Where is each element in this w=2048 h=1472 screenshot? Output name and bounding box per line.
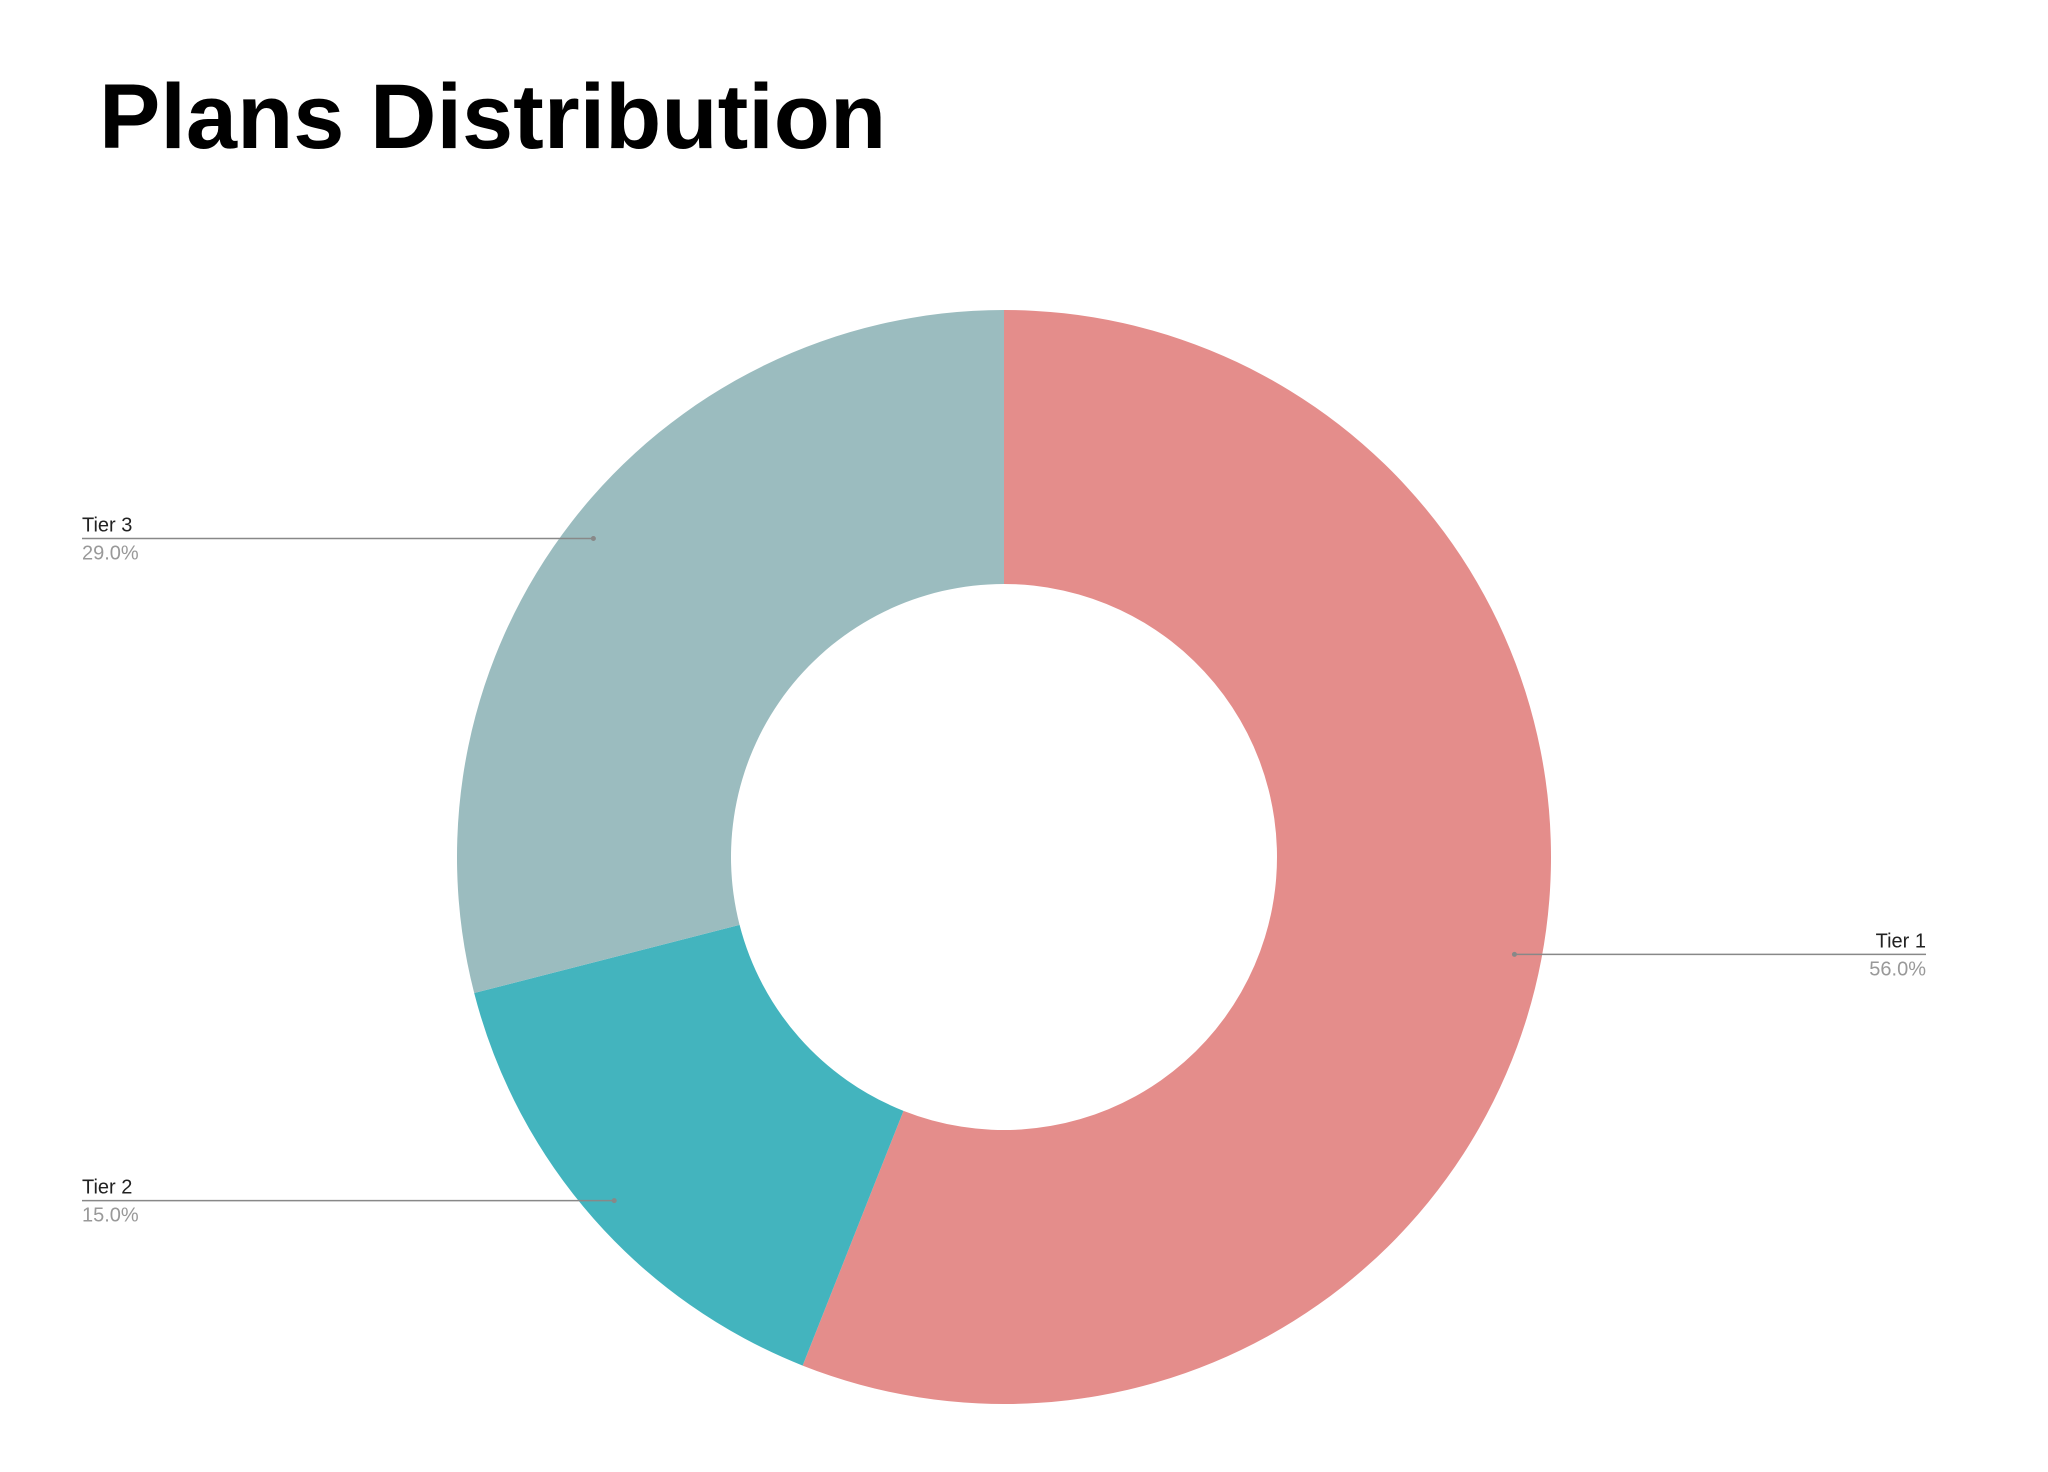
slice-value-label: 56.0% bbox=[1869, 958, 1926, 980]
donut-slice bbox=[802, 310, 1551, 1404]
donut-slice bbox=[456, 310, 1004, 994]
chart-title: Plans Distribution bbox=[99, 66, 886, 168]
leader-dot bbox=[590, 536, 596, 542]
slice-label: Tier 3 bbox=[82, 515, 132, 537]
leader-dot bbox=[1511, 951, 1517, 957]
slice-label: Tier 2 bbox=[82, 1177, 132, 1199]
slice-value-label: 15.0% bbox=[82, 1205, 139, 1227]
slice-label: Tier 1 bbox=[1876, 930, 1926, 952]
slice-value-label: 29.0% bbox=[82, 543, 139, 565]
leader-dot bbox=[611, 1198, 617, 1204]
donut-slice bbox=[474, 924, 904, 1366]
